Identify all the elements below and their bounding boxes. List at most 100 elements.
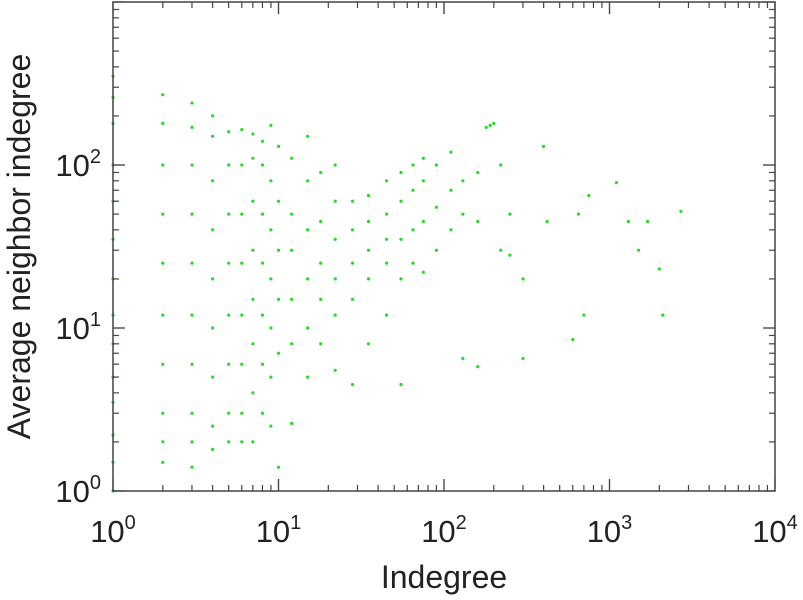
data-point — [385, 313, 389, 317]
data-point — [161, 163, 165, 167]
data-point — [161, 440, 165, 444]
data-point — [161, 121, 165, 125]
data-point — [333, 199, 337, 203]
data-point — [385, 212, 389, 216]
data-point — [276, 144, 281, 148]
data-point — [251, 156, 255, 160]
data-point — [399, 382, 403, 387]
data-point — [269, 179, 273, 183]
data-point — [576, 212, 581, 216]
data-point — [251, 132, 255, 136]
data-point — [411, 163, 415, 167]
data-point — [227, 313, 231, 317]
data-point — [385, 261, 389, 265]
data-point — [251, 391, 255, 395]
data-point — [319, 297, 323, 301]
data-point — [211, 114, 215, 118]
data-point — [461, 212, 465, 216]
data-point — [240, 128, 244, 132]
data-point — [290, 212, 294, 216]
data-point — [333, 163, 337, 167]
data-point — [646, 219, 650, 224]
data-point — [319, 342, 323, 346]
data-point — [240, 411, 244, 415]
data-point — [587, 193, 591, 198]
data-point — [290, 421, 294, 425]
data-point — [190, 101, 194, 105]
data-point — [227, 130, 231, 134]
data-point — [227, 163, 231, 167]
data-point — [161, 261, 165, 265]
data-point — [227, 212, 231, 216]
y-tick-label: 100 — [55, 472, 101, 509]
data-point — [240, 313, 244, 317]
x-axis-label: Indegree — [381, 559, 507, 595]
data-point — [399, 170, 403, 175]
data-point — [499, 163, 503, 167]
data-point — [211, 375, 215, 379]
x-tick-label: 101 — [256, 512, 302, 549]
x-tick-label: 100 — [90, 512, 136, 549]
data-point — [260, 313, 265, 317]
data-point — [211, 447, 215, 451]
data-point — [306, 375, 310, 379]
data-point — [260, 411, 265, 415]
data-point — [240, 440, 244, 444]
data-point — [227, 411, 231, 415]
data-point — [269, 123, 273, 127]
data-point — [211, 134, 215, 138]
data-point — [190, 163, 194, 167]
data-point — [227, 362, 231, 366]
data-point — [211, 424, 215, 428]
data-point — [679, 209, 683, 213]
data-point — [366, 277, 371, 281]
data-point — [508, 212, 512, 216]
data-point — [661, 313, 665, 317]
data-point — [260, 139, 265, 143]
data-point — [240, 362, 244, 366]
data-point — [211, 326, 215, 330]
data-point — [319, 219, 323, 224]
data-point — [251, 440, 255, 444]
data-point — [350, 199, 355, 203]
axis-ticks — [112, 1, 776, 492]
data-point — [251, 199, 255, 203]
data-point — [276, 199, 281, 203]
data-point — [260, 212, 265, 216]
data-point — [306, 277, 310, 281]
data-point — [251, 342, 255, 346]
plot-frame — [112, 1, 776, 492]
data-point — [161, 460, 165, 464]
data-point — [399, 237, 403, 241]
data-point — [476, 219, 480, 224]
data-point — [461, 356, 465, 361]
data-point — [306, 179, 310, 183]
y-tick-label: 102 — [55, 146, 101, 183]
data-point — [350, 297, 355, 301]
data-point — [434, 163, 438, 167]
data-point — [260, 261, 265, 265]
data-point — [366, 193, 371, 198]
data-point — [333, 368, 337, 372]
data-point — [276, 248, 281, 252]
data-point — [290, 248, 294, 252]
data-point — [251, 248, 255, 252]
data-point — [545, 219, 549, 224]
x-tick-label: 103 — [587, 512, 633, 549]
data-point — [626, 219, 631, 224]
x-tick-label: 104 — [752, 512, 798, 549]
data-point — [333, 237, 337, 241]
data-point — [260, 163, 265, 167]
data-point — [190, 261, 194, 265]
data-point — [366, 342, 371, 346]
data-point — [269, 375, 273, 379]
data-point — [614, 181, 619, 185]
data-point — [476, 365, 480, 369]
data-point — [434, 248, 438, 252]
data-point — [190, 362, 194, 366]
data-point — [521, 356, 525, 361]
data-point — [366, 219, 371, 224]
data-point — [269, 277, 273, 281]
data-point — [484, 125, 488, 129]
